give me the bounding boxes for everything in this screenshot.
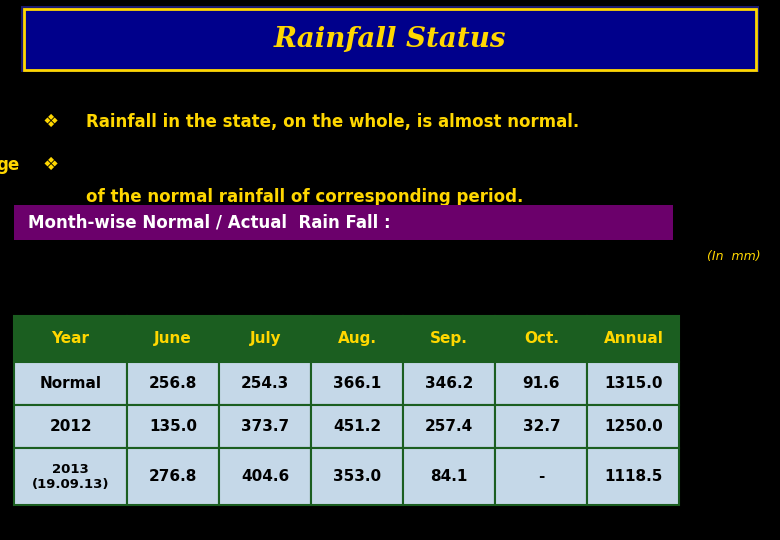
Bar	[219, 448, 311, 505]
Bar	[311, 405, 403, 448]
Bar	[127, 405, 219, 448]
Text: 256.8: 256.8	[149, 376, 197, 391]
Bar	[27, 11, 753, 68]
Text: Sep.: Sep.	[431, 332, 468, 346]
Text: 451.2: 451.2	[333, 419, 381, 434]
Bar	[127, 362, 219, 405]
Bar	[587, 362, 679, 405]
Text: 404.6: 404.6	[241, 469, 289, 484]
Text: Rainfall Status: Rainfall Status	[274, 25, 506, 52]
Bar	[14, 205, 673, 240]
Text: Annual: Annual	[604, 332, 663, 346]
Text: June: June	[154, 332, 192, 346]
Text: 1118.5: 1118.5	[604, 469, 662, 484]
Text: 2012: 2012	[49, 419, 92, 434]
Bar	[587, 448, 679, 505]
Text: ge: ge	[0, 156, 20, 174]
Text: 32.7: 32.7	[523, 419, 560, 434]
Bar	[311, 448, 403, 505]
Text: 1250.0: 1250.0	[604, 419, 663, 434]
Bar	[403, 448, 495, 505]
Text: 276.8: 276.8	[149, 469, 197, 484]
Bar	[14, 448, 127, 505]
Text: 91.6: 91.6	[523, 376, 560, 391]
Text: 135.0: 135.0	[149, 419, 197, 434]
Text: 366.1: 366.1	[333, 376, 381, 391]
Text: ❖: ❖	[43, 112, 59, 131]
Text: Month-wise Normal / Actual  Rain Fall :: Month-wise Normal / Actual Rain Fall :	[28, 214, 391, 232]
Text: 2013
(19.09.13): 2013 (19.09.13)	[32, 463, 109, 490]
Text: Normal: Normal	[40, 376, 101, 391]
Bar	[495, 405, 587, 448]
Text: Year: Year	[51, 332, 90, 346]
Bar	[403, 362, 495, 405]
Text: 84.1: 84.1	[431, 469, 468, 484]
Bar	[219, 362, 311, 405]
Text: 353.0: 353.0	[333, 469, 381, 484]
Bar	[495, 362, 587, 405]
Text: (In  mm): (In mm)	[707, 250, 760, 263]
Bar	[219, 316, 311, 362]
Text: -: -	[538, 469, 544, 484]
Bar	[495, 448, 587, 505]
Bar	[403, 405, 495, 448]
Bar	[587, 316, 679, 362]
Text: Rainfall in the state, on the whole, is almost normal.: Rainfall in the state, on the whole, is …	[86, 112, 579, 131]
Text: July: July	[250, 332, 281, 346]
Bar	[24, 9, 756, 70]
Bar	[587, 405, 679, 448]
Bar	[14, 362, 127, 405]
Bar	[495, 316, 587, 362]
Text: 346.2: 346.2	[425, 376, 473, 391]
Bar	[311, 316, 403, 362]
Text: Oct.: Oct.	[524, 332, 558, 346]
Bar	[127, 448, 219, 505]
Bar	[219, 405, 311, 448]
Text: 254.3: 254.3	[241, 376, 289, 391]
Bar	[127, 316, 219, 362]
Text: 373.7: 373.7	[241, 419, 289, 434]
Text: 257.4: 257.4	[425, 419, 473, 434]
Text: Aug.: Aug.	[338, 332, 377, 346]
Bar	[311, 362, 403, 405]
Bar	[14, 316, 127, 362]
Bar	[14, 405, 127, 448]
Bar	[21, 6, 759, 72]
Text: 1315.0: 1315.0	[604, 376, 662, 391]
Bar	[403, 316, 495, 362]
Text: ❖: ❖	[43, 156, 59, 174]
Text: of the normal rainfall of corresponding period.: of the normal rainfall of corresponding …	[86, 188, 523, 206]
